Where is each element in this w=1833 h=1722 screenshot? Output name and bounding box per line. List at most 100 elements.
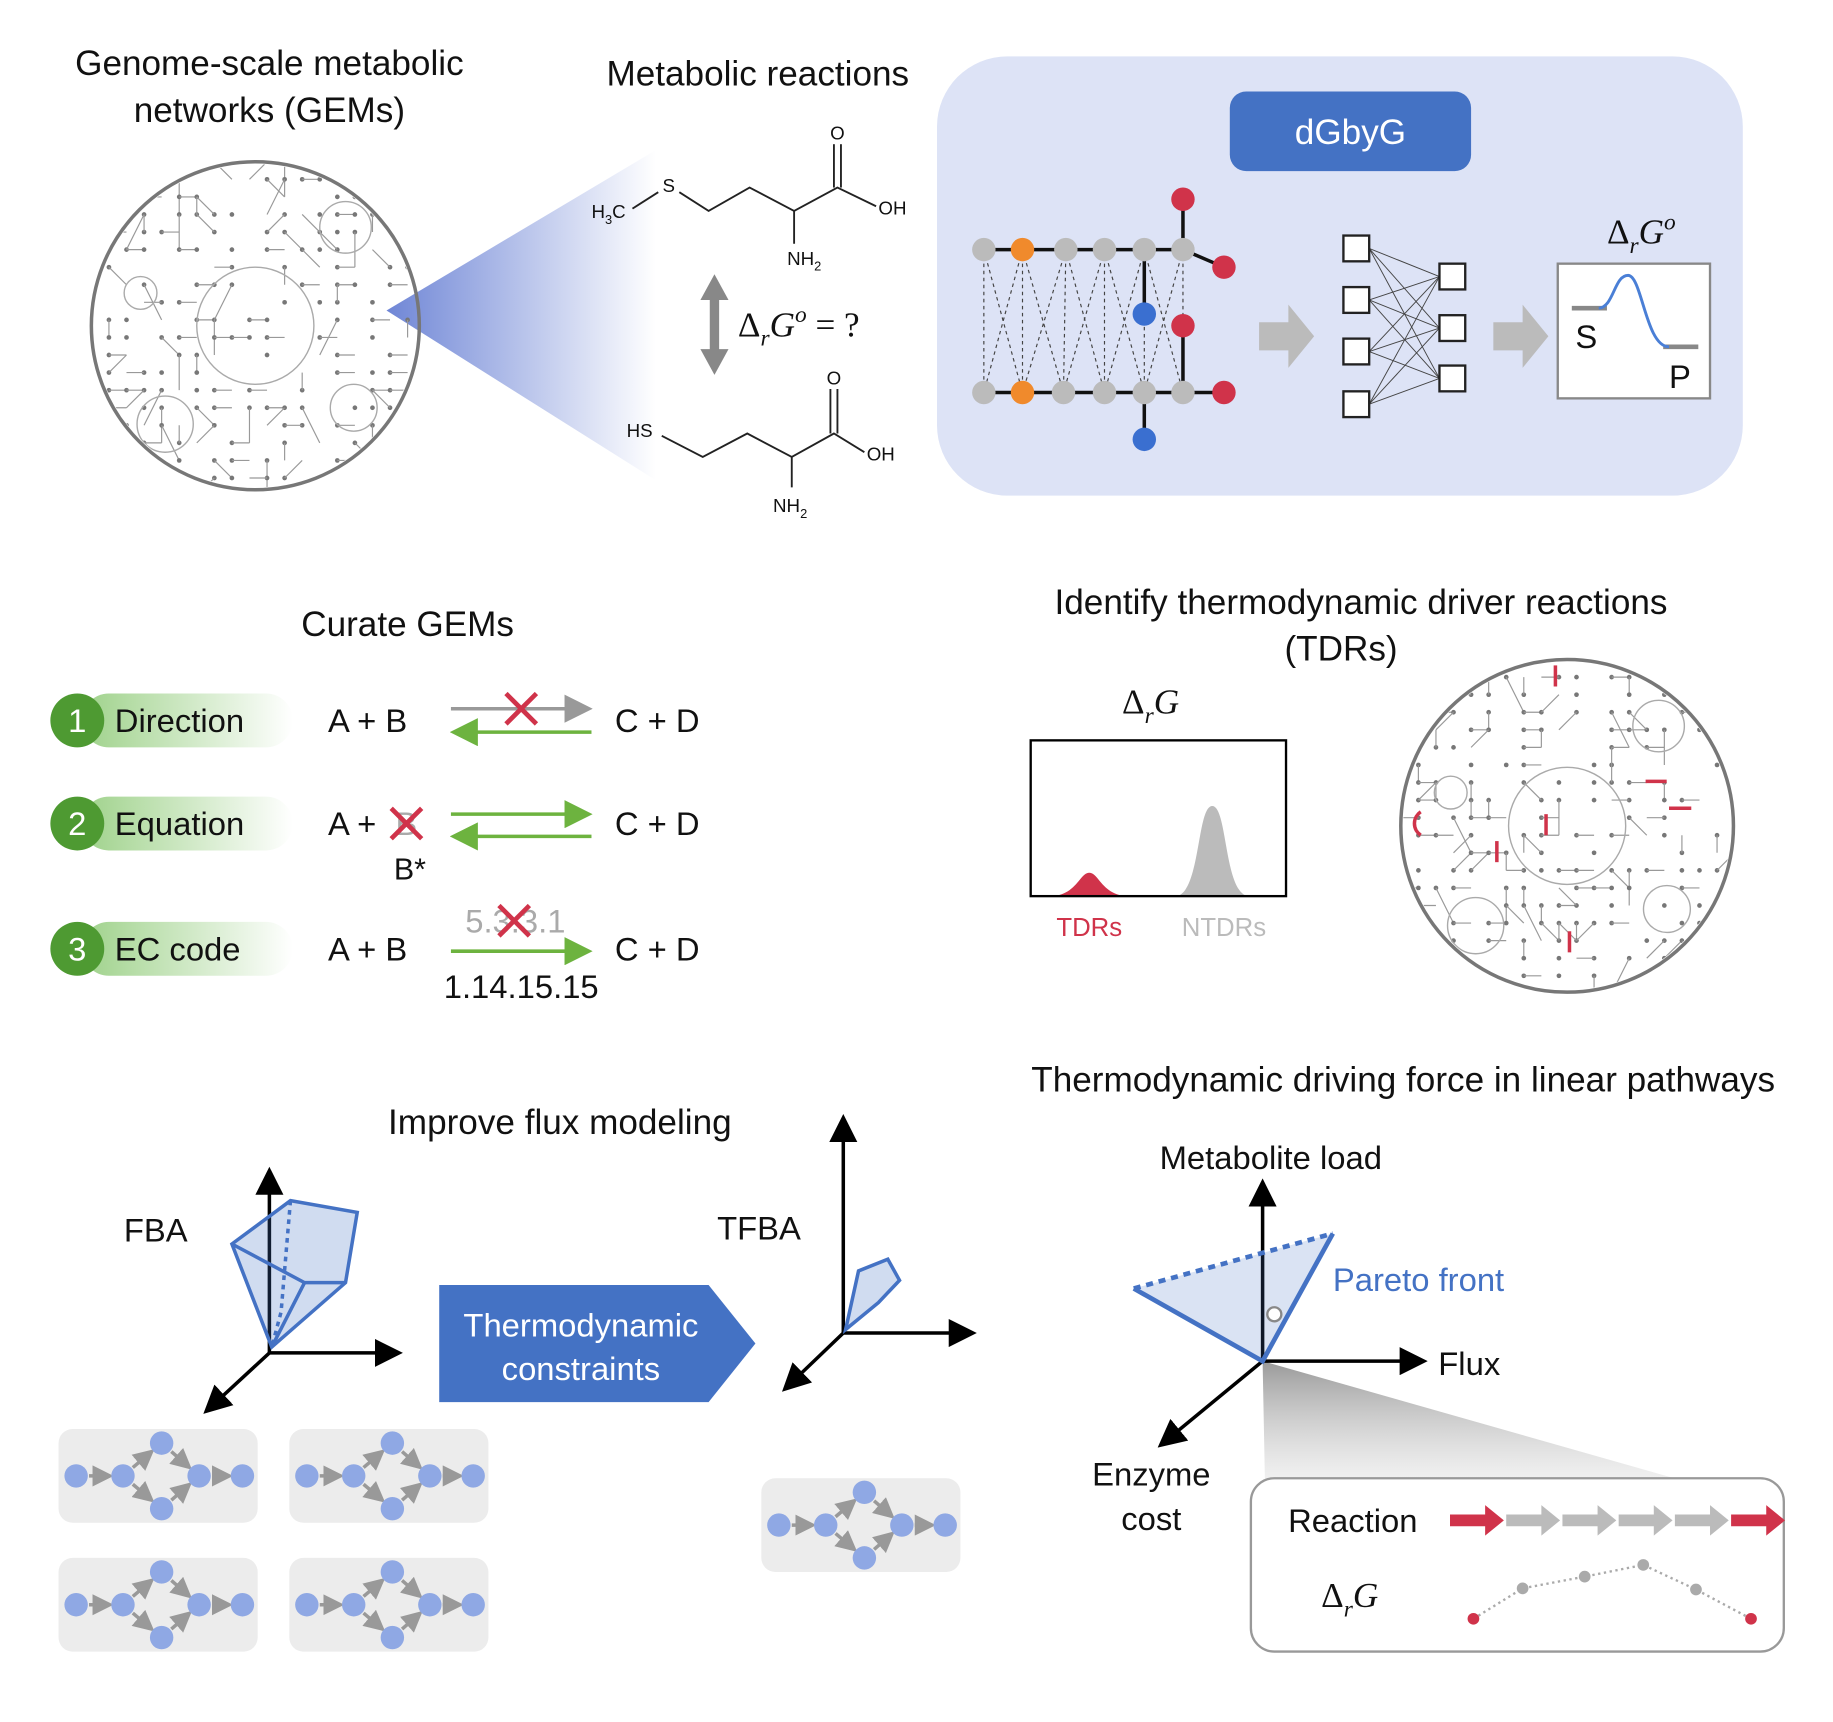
energy-label: ΔrG	[1321, 1576, 1378, 1622]
node	[106, 475, 112, 481]
node	[370, 335, 375, 340]
metabolite	[149, 1625, 174, 1650]
node	[106, 194, 112, 200]
profile-line	[1472, 1563, 1752, 1620]
node	[229, 475, 235, 481]
edge	[1505, 676, 1525, 713]
node	[1626, 885, 1632, 891]
metabolite	[187, 1593, 211, 1617]
g: G	[1154, 682, 1179, 721]
profile-point	[1690, 1583, 1702, 1596]
edge	[249, 164, 268, 180]
metabolite	[890, 1513, 914, 1537]
point	[1266, 1306, 1283, 1323]
edge	[213, 284, 233, 321]
node	[1451, 745, 1456, 750]
metabolite	[461, 1593, 485, 1617]
node	[1451, 973, 1456, 979]
step-pill	[81, 921, 293, 976]
zoom-cone	[386, 150, 656, 481]
gems-title: networks (GEMs)	[134, 91, 405, 130]
node	[1591, 797, 1597, 803]
x-axis-label: Flux	[1438, 1345, 1501, 1382]
edge	[1523, 834, 1542, 854]
flux-edge	[169, 1447, 193, 1470]
atom: H	[591, 201, 605, 222]
network-card	[289, 1557, 489, 1652]
edge	[1470, 661, 1490, 678]
node	[1416, 727, 1421, 733]
edge	[266, 179, 286, 215]
atom	[1132, 237, 1157, 262]
metabolite	[111, 1464, 135, 1488]
node	[1556, 955, 1562, 961]
edge	[196, 196, 215, 215]
node	[405, 212, 410, 217]
constraints-label: constraints	[502, 1350, 661, 1387]
g: G	[1353, 1576, 1378, 1615]
pareto-edge	[1133, 1231, 1334, 1291]
y-axis-label: Metabolite load	[1160, 1139, 1382, 1176]
flux-edge	[362, 1578, 386, 1600]
node	[1398, 903, 1403, 908]
atom-sub: 2	[814, 259, 821, 274]
edge	[1470, 729, 1490, 748]
edge	[196, 424, 215, 444]
metabolite	[852, 1480, 877, 1505]
zoom-cone	[1262, 1361, 1687, 1482]
network-card	[761, 1478, 961, 1572]
reaction-arrow	[1731, 1505, 1785, 1536]
network	[89, 159, 417, 488]
edge	[301, 214, 321, 233]
edge	[1062, 249, 1067, 393]
double-arrow	[700, 274, 729, 375]
new-ec: 1.14.15.15	[444, 968, 599, 1005]
node	[212, 159, 217, 164]
flux-edge	[169, 1482, 193, 1504]
equation-left: A + B	[328, 702, 407, 739]
node	[89, 159, 94, 164]
node	[1697, 674, 1702, 680]
metabolite	[149, 1496, 174, 1521]
node	[282, 299, 287, 305]
node	[334, 299, 340, 305]
metabolite	[149, 1560, 174, 1584]
atom	[1132, 427, 1157, 452]
node	[159, 387, 164, 393]
node	[1398, 657, 1403, 662]
edge	[161, 425, 180, 461]
axes	[1157, 1178, 1428, 1448]
sub: r	[1630, 233, 1640, 259]
step-badge	[50, 693, 105, 748]
edge	[1403, 905, 1419, 924]
node	[106, 229, 112, 235]
node	[1714, 727, 1720, 733]
g: G	[770, 305, 795, 344]
edge	[1576, 922, 1595, 942]
tdr-title: Identify thermodynamic driver reactions	[1054, 583, 1667, 622]
node	[1679, 885, 1685, 891]
tfba-polytope	[842, 1257, 902, 1335]
energy-question: ΔrGo = ?	[738, 302, 860, 351]
node	[93, 247, 94, 252]
reaction-label: Reaction	[1288, 1502, 1417, 1539]
ring	[196, 266, 315, 386]
node	[141, 282, 147, 288]
replacement-metabolite: B*	[394, 853, 426, 887]
node	[317, 159, 322, 164]
metabolite	[767, 1513, 791, 1537]
pareto-surface	[1133, 1233, 1333, 1362]
atom: NH2	[773, 495, 807, 521]
node	[1416, 973, 1421, 979]
reaction-arrows	[1450, 1505, 1785, 1536]
ring	[329, 383, 378, 432]
reaction-arrow	[1450, 1505, 1504, 1536]
node	[106, 176, 112, 182]
weight	[1369, 276, 1440, 301]
metabolite	[111, 1593, 135, 1617]
node	[387, 458, 393, 463]
network-card	[58, 1429, 258, 1523]
node	[264, 317, 270, 323]
z-axis-label: Enzyme	[1092, 1455, 1210, 1492]
